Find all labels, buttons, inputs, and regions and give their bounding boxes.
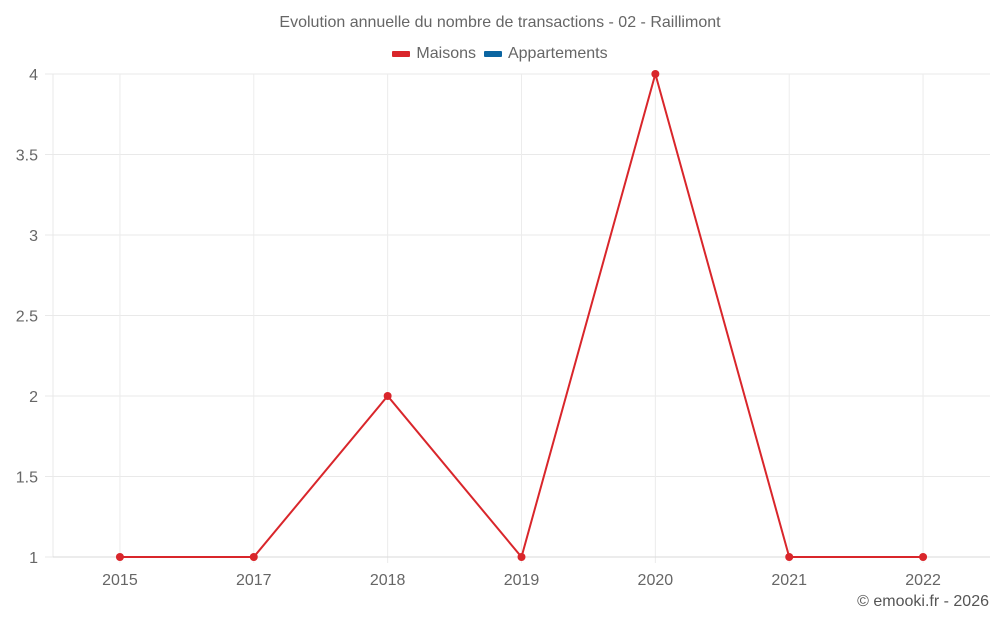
x-axis: 2015 2017 2018 2019 2020 2021 2022 <box>102 572 941 589</box>
x-tick-label: 2020 <box>638 572 674 589</box>
data-point[interactable] <box>383 392 392 400</box>
y-tick-label: 3 <box>29 228 38 245</box>
data-point[interactable] <box>785 553 794 561</box>
x-tick-label: 2015 <box>102 572 138 589</box>
y-axis: 1 1.5 2 2.5 3 3.5 4 <box>16 67 38 567</box>
y-tick-label: 2 <box>29 389 38 406</box>
y-tick-label: 3.5 <box>16 148 38 165</box>
x-tick-label: 2018 <box>370 572 406 589</box>
legend-item-maisons[interactable]: Maisons <box>392 45 476 63</box>
legend-item-appartements[interactable]: Appartements <box>483 45 608 63</box>
y-tick-label: 2.5 <box>16 309 38 326</box>
y-tick-label: 1 <box>29 550 38 567</box>
chart-legend: Maisons Appartements <box>0 45 1000 63</box>
chart-title: Evolution annuelle du nombre de transact… <box>279 14 721 31</box>
x-tick-label: 2017 <box>236 572 272 589</box>
legend-label: Appartements <box>507 45 608 62</box>
x-tick-label: 2021 <box>771 572 807 589</box>
series-maisons <box>115 70 928 561</box>
legend-swatch-icon <box>392 51 411 57</box>
data-point[interactable] <box>919 553 928 561</box>
x-tick-label: 2019 <box>504 572 540 589</box>
legend-swatch-icon <box>483 51 502 57</box>
y-tick-label: 1.5 <box>16 470 38 487</box>
data-point[interactable] <box>115 553 124 561</box>
gridlines <box>45 73 990 563</box>
data-point[interactable] <box>517 553 526 561</box>
data-point[interactable] <box>249 553 258 561</box>
x-tick-label: 2022 <box>905 572 941 589</box>
y-tick-label: 4 <box>29 67 38 84</box>
data-point[interactable] <box>651 70 660 78</box>
footer-credit: © emooki.fr - 2026 <box>857 593 989 610</box>
legend-label: Maisons <box>416 45 476 62</box>
